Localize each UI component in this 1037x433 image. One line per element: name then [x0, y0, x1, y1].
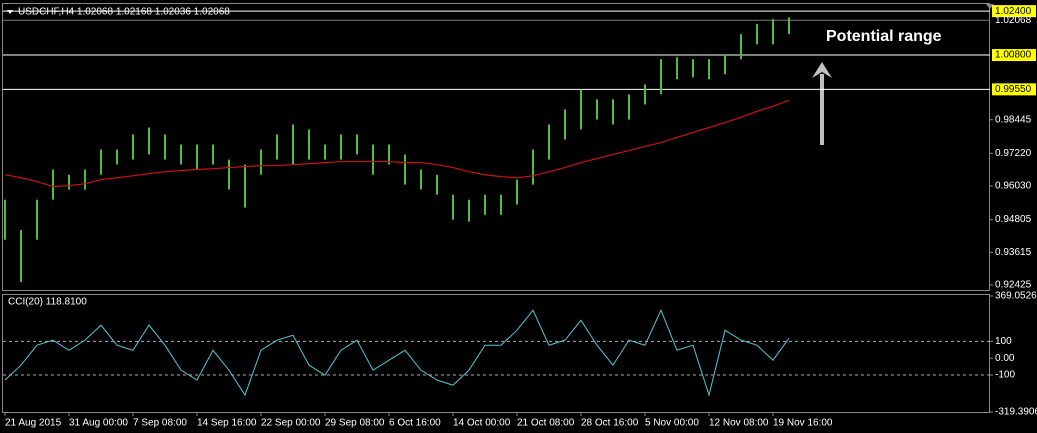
level-label: 1.02400: [995, 6, 1032, 17]
level-label-box: [992, 83, 1036, 96]
y-tick-label: 0.92425: [995, 280, 1032, 291]
cci-panel-frame: [2, 294, 990, 413]
x-tick-label: 19 Nov 16:00: [773, 418, 833, 429]
y-tick-label: 0.96030: [995, 181, 1032, 192]
annotation: Potential range: [826, 28, 942, 45]
level-label-box: [992, 5, 1036, 18]
main-panel-frame: [2, 3, 990, 291]
cci-title: CCI(20) 118.8100: [8, 297, 87, 308]
y-tick-label: -319.3906: [995, 407, 1037, 418]
y-tick-label: 0.93615: [995, 247, 1032, 258]
y-tick-label: 100: [995, 336, 1012, 347]
x-tick-label: 14 Oct 00:00: [453, 418, 511, 429]
level-label: 1.00800: [995, 50, 1032, 61]
y-tick-label: 0.94805: [995, 214, 1032, 225]
x-tick-label: 7 Sep 08:00: [133, 418, 187, 429]
y-tick-label: -100: [995, 370, 1015, 381]
x-tick-label: 12 Nov 08:00: [709, 418, 769, 429]
x-tick-label: 6 Oct 16:00: [389, 418, 441, 429]
moving-average: [4, 99, 790, 188]
x-tick-label: 21 Oct 08:00: [517, 418, 575, 429]
x-tick-label: 31 Aug 00:00: [69, 418, 128, 429]
last-price-label: 1.02068: [995, 15, 1032, 26]
x-tick-label: 22 Sep 00:00: [261, 418, 321, 429]
arrow-head: [812, 62, 832, 78]
y-tick-label: 0.00: [995, 353, 1015, 364]
x-tick-label: 14 Sep 16:00: [197, 418, 257, 429]
y-tick-label: 369.0526: [995, 291, 1037, 302]
y-tick-label: 0.98445: [995, 114, 1032, 125]
x-tick-label: 5 Nov 00:00: [645, 418, 699, 429]
level-label-box: [992, 49, 1036, 62]
y-tick-label: 0.97220: [995, 148, 1032, 159]
level-label: 0.99550: [995, 84, 1032, 95]
chart-title: USDCHF,H4 1.02068 1.02168 1.02036 1.0206…: [18, 7, 230, 18]
x-tick-label: 21 Aug 2015: [5, 418, 62, 429]
x-tick-label: 28 Oct 16:00: [581, 418, 639, 429]
x-tick-label: 29 Sep 08:00: [325, 418, 385, 429]
cci-line: [4, 308, 790, 397]
